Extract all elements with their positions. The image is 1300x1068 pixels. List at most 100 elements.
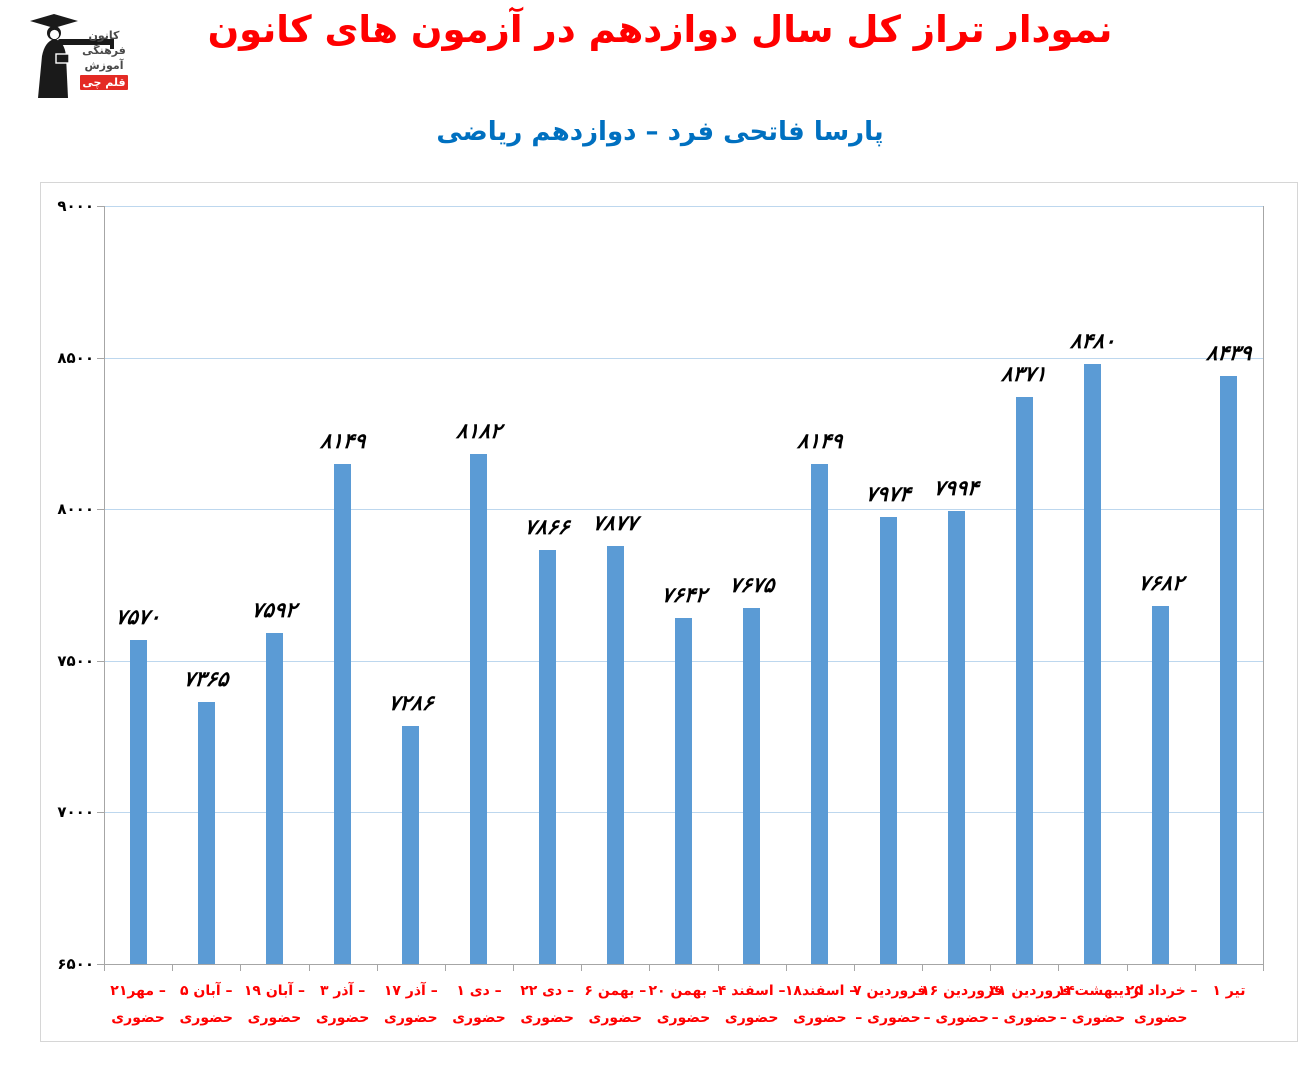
- bar: [675, 617, 692, 964]
- x-axis-category-label: ۱۸اسفند – حضوری: [784, 978, 857, 1032]
- plot-right-border: [1263, 206, 1264, 964]
- y-axis-tick: [97, 964, 104, 965]
- x-axis-category-label-line: ۲۱مهر –: [110, 983, 166, 999]
- x-axis-tick: [104, 964, 105, 971]
- x-axis-category-label-line: حضوری: [111, 1010, 165, 1026]
- x-axis-tick: [172, 964, 174, 971]
- x-axis-tick: [513, 964, 515, 971]
- bar: [265, 632, 283, 964]
- x-axis-tick: [308, 964, 310, 971]
- bar: [947, 511, 965, 964]
- bar: [538, 549, 556, 964]
- x-axis-tick: [240, 964, 242, 971]
- bar-chart: ۶۵۰۰ ۷۰۰۰ ۷۵۰۰ ۸۰۰۰ ۸۵۰۰ ۹۰۰۰ ۷۵۷۰ ۲۱مهر – حضوری…: [40, 182, 1298, 1042]
- x-axis-category-label: ۱ تیر: [1194, 978, 1264, 1005]
- x-axis-category-label: ۲۲ دی – حضوری: [512, 978, 582, 1032]
- x-axis-tick: [785, 964, 787, 971]
- chart-subtitle: پارسا فاتحی فرد – دوازدهم ریاضی: [436, 117, 884, 147]
- bar: [1084, 363, 1102, 964]
- x-axis-category-label-line: ۱۷ آذر –: [383, 983, 438, 999]
- x-axis-category-label: ۲۵ خرداد – حضوری: [1125, 978, 1198, 1032]
- bar: [402, 725, 420, 964]
- x-axis-category-label-line: ۱۶ فروردین: [921, 983, 1003, 999]
- bar-value-label: ۷۸۷۷: [591, 511, 640, 536]
- kanoon-logo-text: کانون فرهنگی آموزش قلم چی: [80, 28, 128, 90]
- bar: [129, 639, 147, 964]
- x-axis-category-label-line: ۱۸اسفند –: [784, 983, 857, 999]
- y-axis-line: [104, 206, 105, 964]
- x-axis-category-label: ۶ بهمن – حضوری: [580, 978, 650, 1032]
- gridline: [104, 509, 1263, 511]
- x-axis-category-label: ۲۱مهر – حضوری: [103, 978, 173, 1032]
- x-axis-category-label-line: حضوری: [724, 1010, 779, 1026]
- x-axis-category-label-line: حضوری: [656, 1010, 711, 1026]
- bar-value-label: ۸۴۸۰: [1068, 328, 1117, 353]
- bar-value-label: ۷۵۹۲: [250, 597, 299, 622]
- x-axis-category-label-line: حضوری: [247, 1010, 302, 1026]
- x-axis-category-label-line: حضوری: [793, 1010, 847, 1026]
- bar-value-label: ۷۶۷۵: [727, 572, 776, 597]
- bar-value-label: ۸۳۷۱: [1000, 361, 1049, 386]
- x-axis-category-label-line: ۱۴اردیبهشت: [1057, 983, 1144, 999]
- x-axis-category-label-line: حضوری: [179, 1010, 234, 1026]
- x-axis-category-label-line: – حضوری: [855, 1010, 921, 1026]
- bar: [606, 546, 624, 964]
- y-axis-tick: [97, 660, 104, 662]
- x-axis-category-label-line: حضوری: [452, 1010, 506, 1026]
- x-axis-tick: [649, 964, 651, 971]
- x-axis-category-label: ۱۷ آذر – حضوری: [376, 978, 446, 1032]
- x-axis-tick: [922, 964, 924, 971]
- y-axis-tick: [97, 357, 104, 359]
- gridline: [104, 206, 1263, 207]
- y-axis-tick-label: ۷۵۰۰: [57, 651, 94, 670]
- x-axis-category-label-line: – حضوری: [923, 1010, 989, 1026]
- bar-value-label: ۷۳۶۵: [182, 666, 231, 691]
- x-axis-tick: [717, 964, 719, 971]
- x-axis-category-label: ۱۶ فروردین – حضوری: [921, 978, 1003, 1032]
- y-axis-tick-label: ۷۰۰۰: [57, 803, 94, 822]
- x-axis-tick: [1126, 964, 1128, 971]
- x-axis-category-label-line: حضوری: [384, 1010, 438, 1026]
- x-axis-category-label: ۳۱ فروردین – حضوری: [989, 978, 1072, 1032]
- x-axis-category-label-line: – حضوری: [1059, 1010, 1126, 1026]
- graduate-figure-icon: [30, 14, 114, 98]
- x-axis-category-label-line: ۲۲ دی –: [520, 983, 575, 999]
- x-axis-category-label: ۳ آذر – حضوری: [308, 978, 378, 1032]
- x-axis-category-label-line: ۴ اسفند –: [717, 983, 786, 999]
- kanoon-logo: کانون فرهنگی آموزش قلم چی: [28, 6, 128, 102]
- logo-text-line: فرهنگی: [82, 44, 126, 57]
- x-axis-tick: [1263, 964, 1264, 971]
- y-axis-tick-label: ۹۰۰۰: [57, 197, 94, 215]
- x-axis-category-label-line: حضوری: [520, 1010, 574, 1026]
- x-axis-category-label-line: ۳۱ فروردین: [989, 983, 1072, 999]
- y-axis-tick: [97, 206, 104, 207]
- x-axis-category-label-line: حضوری: [588, 1010, 643, 1026]
- bar: [470, 454, 488, 964]
- logo-text-line: کانون: [88, 29, 120, 42]
- x-axis-category-label-line: ۲۵ خرداد –: [1125, 983, 1198, 999]
- y-axis-tick: [97, 812, 104, 814]
- bar-value-label: ۷۵۷۰: [114, 604, 162, 629]
- x-axis-category-label: ۱ دی – حضوری: [444, 978, 514, 1032]
- x-axis-category-label: ۱۹ آبان – حضوری: [239, 978, 309, 1032]
- bar-value-label: ۸۱۴۹: [796, 429, 844, 454]
- x-axis-category-label: ۲۰ بهمن – حضوری: [649, 978, 719, 1032]
- bar: [879, 517, 897, 964]
- x-axis-tick: [1194, 964, 1196, 971]
- x-axis-tick: [853, 964, 855, 971]
- x-axis-category-label-line: ۱ تیر: [1212, 983, 1246, 999]
- x-axis-category-label-line: ۱ دی –: [456, 983, 502, 999]
- bar-value-label: ۷۶۸۲: [1136, 570, 1185, 595]
- y-axis-tick-label: ۶۵۰۰: [57, 955, 94, 973]
- bar: [1152, 605, 1170, 964]
- bar: [197, 701, 215, 964]
- x-axis-category-label: ۴ اسفند – حضوری: [717, 978, 787, 1032]
- x-axis-line: [104, 964, 1264, 965]
- bar-value-label: ۷۲۸۶: [386, 690, 435, 715]
- y-axis-tick-label: ۸۵۰۰: [57, 348, 94, 367]
- x-axis-category-label-line: حضوری: [315, 1010, 370, 1026]
- logo-text-line: آموزش: [84, 59, 124, 72]
- x-axis-tick: [1058, 964, 1060, 971]
- x-axis-category-label-line: ۷ فروردین: [853, 983, 927, 999]
- x-axis-category-label-line: حضوری: [1133, 1010, 1188, 1026]
